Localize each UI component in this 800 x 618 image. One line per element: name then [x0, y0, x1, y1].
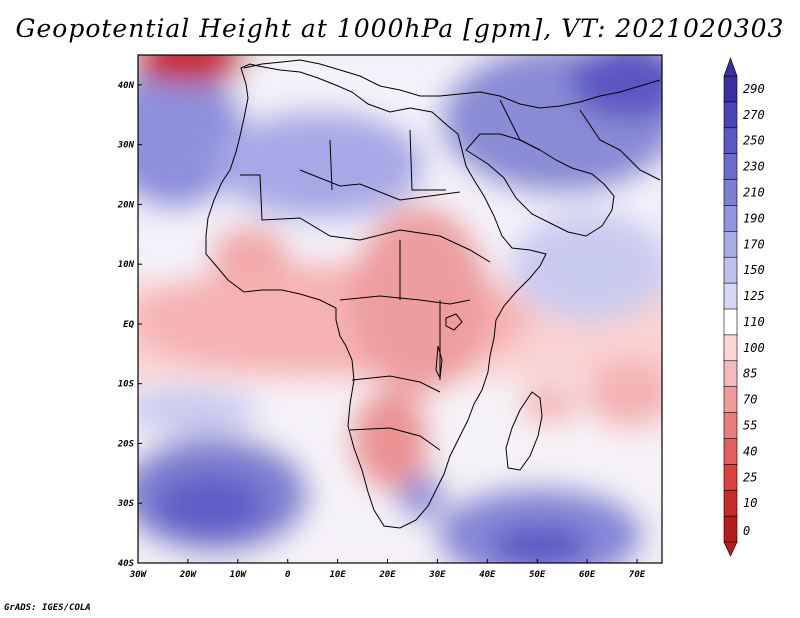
lon-label: 10W — [230, 570, 248, 580]
colorbar-label: 100 — [743, 341, 765, 355]
colorbar-segment — [723, 101, 738, 129]
border-6 — [349, 427, 441, 451]
lon-label: 20W — [179, 570, 198, 580]
lat-label: 40S — [118, 559, 135, 569]
field-high-asia — [570, 55, 662, 120]
colorbar-label: 125 — [743, 289, 765, 303]
lat-label: 30N — [117, 141, 135, 151]
border-5 — [351, 375, 441, 393]
lon-label: 70E — [629, 570, 646, 580]
colorbar-segment — [723, 256, 738, 284]
colorbar-label: 85 — [743, 367, 757, 381]
field-high-east-band — [510, 210, 662, 320]
lat-label: 10S — [118, 380, 135, 390]
colorbar-segment — [723, 438, 738, 466]
colorbar-label: 250 — [743, 134, 765, 148]
madagascar-coastline — [505, 391, 543, 471]
colorbar: 2902702502302101901701501251101008570554… — [723, 57, 765, 557]
border-3 — [359, 229, 491, 263]
colorbar-segment — [723, 179, 738, 207]
colorbar-segment — [723, 205, 738, 233]
border-8 — [409, 129, 446, 191]
longitude-axis: 30W 20W 10W 0 10E 20E 30E 40E 50E 60E 70E — [129, 559, 646, 580]
lat-label: EQ — [123, 320, 134, 330]
lat-label: 40N — [118, 81, 135, 91]
colorbar-segment — [723, 464, 738, 492]
lat-label: 10N — [118, 260, 135, 270]
field-low-madagascar-channel — [520, 385, 580, 425]
lat-label: 20N — [117, 200, 135, 210]
colorbar-label: 190 — [743, 211, 765, 225]
field-high-indian-ocean — [435, 485, 645, 563]
colorbar-segment — [723, 282, 738, 310]
colorbar-label: 170 — [743, 237, 765, 251]
map-area[interactable] — [105, 33, 690, 585]
lat-label: 30S — [117, 499, 135, 509]
colorbar-segment — [723, 334, 738, 362]
border-11 — [499, 99, 541, 151]
lat-label: 20S — [117, 439, 135, 449]
lon-label: 50E — [529, 570, 546, 580]
colorbar-label: 110 — [743, 315, 765, 329]
colorbar-label: 55 — [743, 419, 757, 433]
colorbar-label: 290 — [743, 82, 765, 96]
colorbar-label: 270 — [743, 108, 765, 122]
field-low-southern-africa — [350, 390, 430, 490]
lon-label: 10E — [329, 570, 346, 580]
lon-label: 40E — [479, 570, 496, 580]
field-high-atlantic-south-core — [155, 475, 265, 535]
colorbar-segment — [723, 412, 738, 440]
lake-victoria — [445, 313, 463, 331]
field-high-west-atlantic-band — [138, 388, 260, 432]
colorbar-label: 10 — [743, 496, 757, 510]
lon-label: 30W — [129, 570, 148, 580]
colorbar-segment — [723, 127, 738, 155]
field-low-iberia — [138, 55, 250, 83]
colorbar-label: 0 — [743, 524, 750, 538]
lake-tanganyika — [435, 345, 443, 380]
map-title: Geopotential Height at 1000hPa [gpm], VT… — [15, 14, 785, 43]
border-7 — [329, 139, 333, 191]
colorbar-segment — [723, 231, 738, 259]
colorbar-segment — [723, 308, 738, 336]
europe-coastline — [243, 59, 661, 109]
colorbar-segment — [723, 515, 738, 543]
credit-label: GrADS: IGES/COLA — [4, 603, 91, 613]
colorbar-label: 25 — [743, 470, 757, 484]
colorbar-segment — [723, 153, 738, 181]
border-1 — [299, 169, 461, 201]
border-4 — [339, 295, 471, 305]
field-high-indian-ocean-core — [490, 525, 590, 563]
lon-label: 0 — [285, 570, 291, 580]
field-high-sahara — [215, 110, 425, 220]
colorbar-segment — [723, 489, 738, 517]
colorbar-segment — [723, 386, 738, 414]
colorbar-arrow-top — [723, 57, 738, 77]
lon-label: 20E — [378, 570, 396, 580]
lon-label: 30E — [428, 570, 446, 580]
colorbar-label: 230 — [743, 160, 765, 174]
colorbar-label: 40 — [743, 444, 757, 458]
africa-coastline — [205, 63, 547, 529]
field-low-west-africa — [210, 225, 290, 285]
colorbar-arrow-bottom — [723, 541, 738, 557]
coastlines — [205, 59, 661, 529]
colorbar-label: 210 — [743, 186, 765, 200]
colorbar-label: 150 — [743, 263, 765, 277]
colorbar-segment — [723, 360, 738, 388]
colorbar-segment — [723, 75, 738, 103]
colorbar-label: 70 — [743, 393, 757, 407]
lon-label: 60E — [579, 570, 596, 580]
field-low-indian-east — [585, 360, 662, 430]
border-12 — [579, 109, 661, 181]
map-frame — [137, 54, 663, 564]
border-2 — [240, 174, 361, 241]
latitude-axis: 40N 30N 20N 10N EQ 10S 20S 30S 40S — [117, 81, 142, 569]
